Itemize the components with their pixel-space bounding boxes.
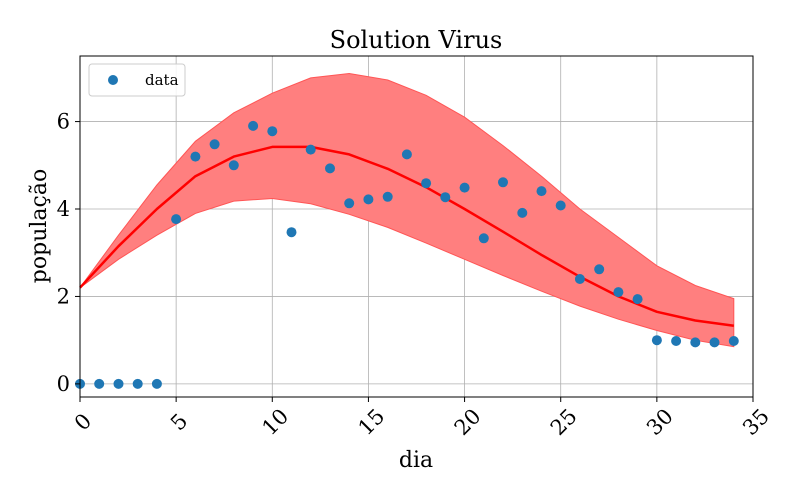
data-point	[555, 200, 566, 211]
data-point	[478, 233, 489, 244]
data-point	[690, 337, 701, 348]
confidence-band-layer	[79, 72, 735, 348]
data-point	[113, 378, 124, 389]
data-point	[325, 163, 335, 174]
y-tick-label: 4	[57, 197, 70, 221]
fit-line-layer	[79, 145, 734, 327]
data-point	[536, 186, 547, 197]
fit-line	[79, 145, 734, 327]
data-point	[132, 378, 143, 389]
data-point	[440, 192, 451, 203]
data-point	[651, 335, 662, 346]
legend-data-marker	[108, 75, 118, 85]
legend: data	[88, 63, 186, 97]
x-axis-label: dia	[399, 448, 433, 473]
y-axis-label: população	[27, 169, 52, 283]
data-point	[632, 294, 643, 305]
data-point	[305, 144, 316, 155]
y-tick-label: 0	[57, 372, 70, 396]
data-point	[363, 194, 374, 205]
data-point	[594, 264, 605, 275]
data-point	[498, 177, 508, 188]
plot-frame	[79, 55, 754, 398]
x-tick-label: 0	[70, 409, 96, 435]
x-tick-label: 5	[166, 409, 192, 435]
data-point	[228, 160, 239, 171]
data-point	[613, 287, 624, 298]
data-point	[574, 274, 585, 284]
x-tick-label: 20	[450, 404, 486, 440]
data-point	[728, 336, 739, 346]
x-tick-label: 10	[257, 404, 293, 440]
y-tick-label: 6	[57, 110, 70, 134]
x-tick-label: 35	[738, 404, 774, 440]
legend-data-label: data	[145, 71, 179, 89]
legend-box	[88, 63, 186, 97]
data-point	[401, 149, 412, 160]
data-point	[459, 182, 470, 193]
data-point	[671, 336, 682, 346]
x-tick-label: 30	[642, 404, 678, 440]
x-tick-label: 15	[354, 404, 390, 440]
data-point	[190, 151, 201, 162]
data-point	[382, 191, 393, 202]
data-point	[286, 227, 297, 238]
data-point	[421, 178, 432, 189]
data-point	[209, 139, 220, 150]
data-point	[709, 337, 720, 348]
data-point	[267, 126, 278, 137]
confidence-band	[79, 72, 735, 348]
x-tick-label: 25	[546, 404, 582, 440]
data-point	[151, 378, 162, 389]
chart-title: Solution Virus	[330, 26, 503, 54]
data-point	[248, 120, 259, 131]
data-point	[171, 214, 182, 225]
data-point	[517, 207, 528, 218]
y-tick-label: 2	[57, 284, 70, 308]
y-axis-ticks: 0 2 4 6	[57, 110, 80, 396]
x-axis-ticks: 0 5 10 15 20 25 30 35	[70, 397, 774, 440]
data-point	[94, 378, 105, 389]
data-points	[75, 120, 739, 389]
data-point	[344, 198, 355, 209]
